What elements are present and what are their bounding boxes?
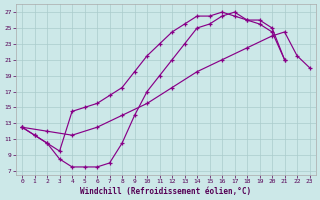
X-axis label: Windchill (Refroidissement éolien,°C): Windchill (Refroidissement éolien,°C) <box>80 187 252 196</box>
